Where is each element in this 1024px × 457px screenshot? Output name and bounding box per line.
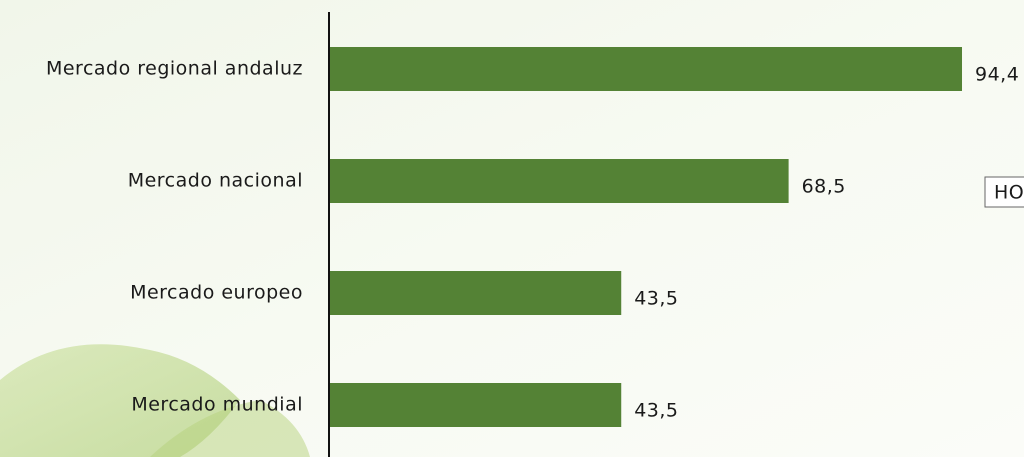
data-label: 68,5	[802, 176, 846, 198]
data-label: 43,5	[634, 400, 678, 422]
leaf-decoration	[150, 400, 310, 457]
bar	[330, 159, 789, 203]
bar	[330, 271, 622, 315]
y-tick-label: Mercado europeo	[130, 282, 303, 304]
bar	[330, 47, 963, 91]
y-tick-label: Mercado regional andaluz	[46, 58, 303, 80]
data-label: 94,4	[975, 64, 1019, 86]
leaf-decoration	[0, 344, 240, 457]
bar	[330, 383, 622, 427]
y-tick-label: Mercado mundial	[131, 394, 303, 416]
y-tick-label: Mercado nacional	[128, 170, 303, 192]
annotation-box	[984, 176, 1024, 208]
annotation: HO	[994, 182, 1024, 204]
data-label: 43,5	[634, 288, 678, 310]
